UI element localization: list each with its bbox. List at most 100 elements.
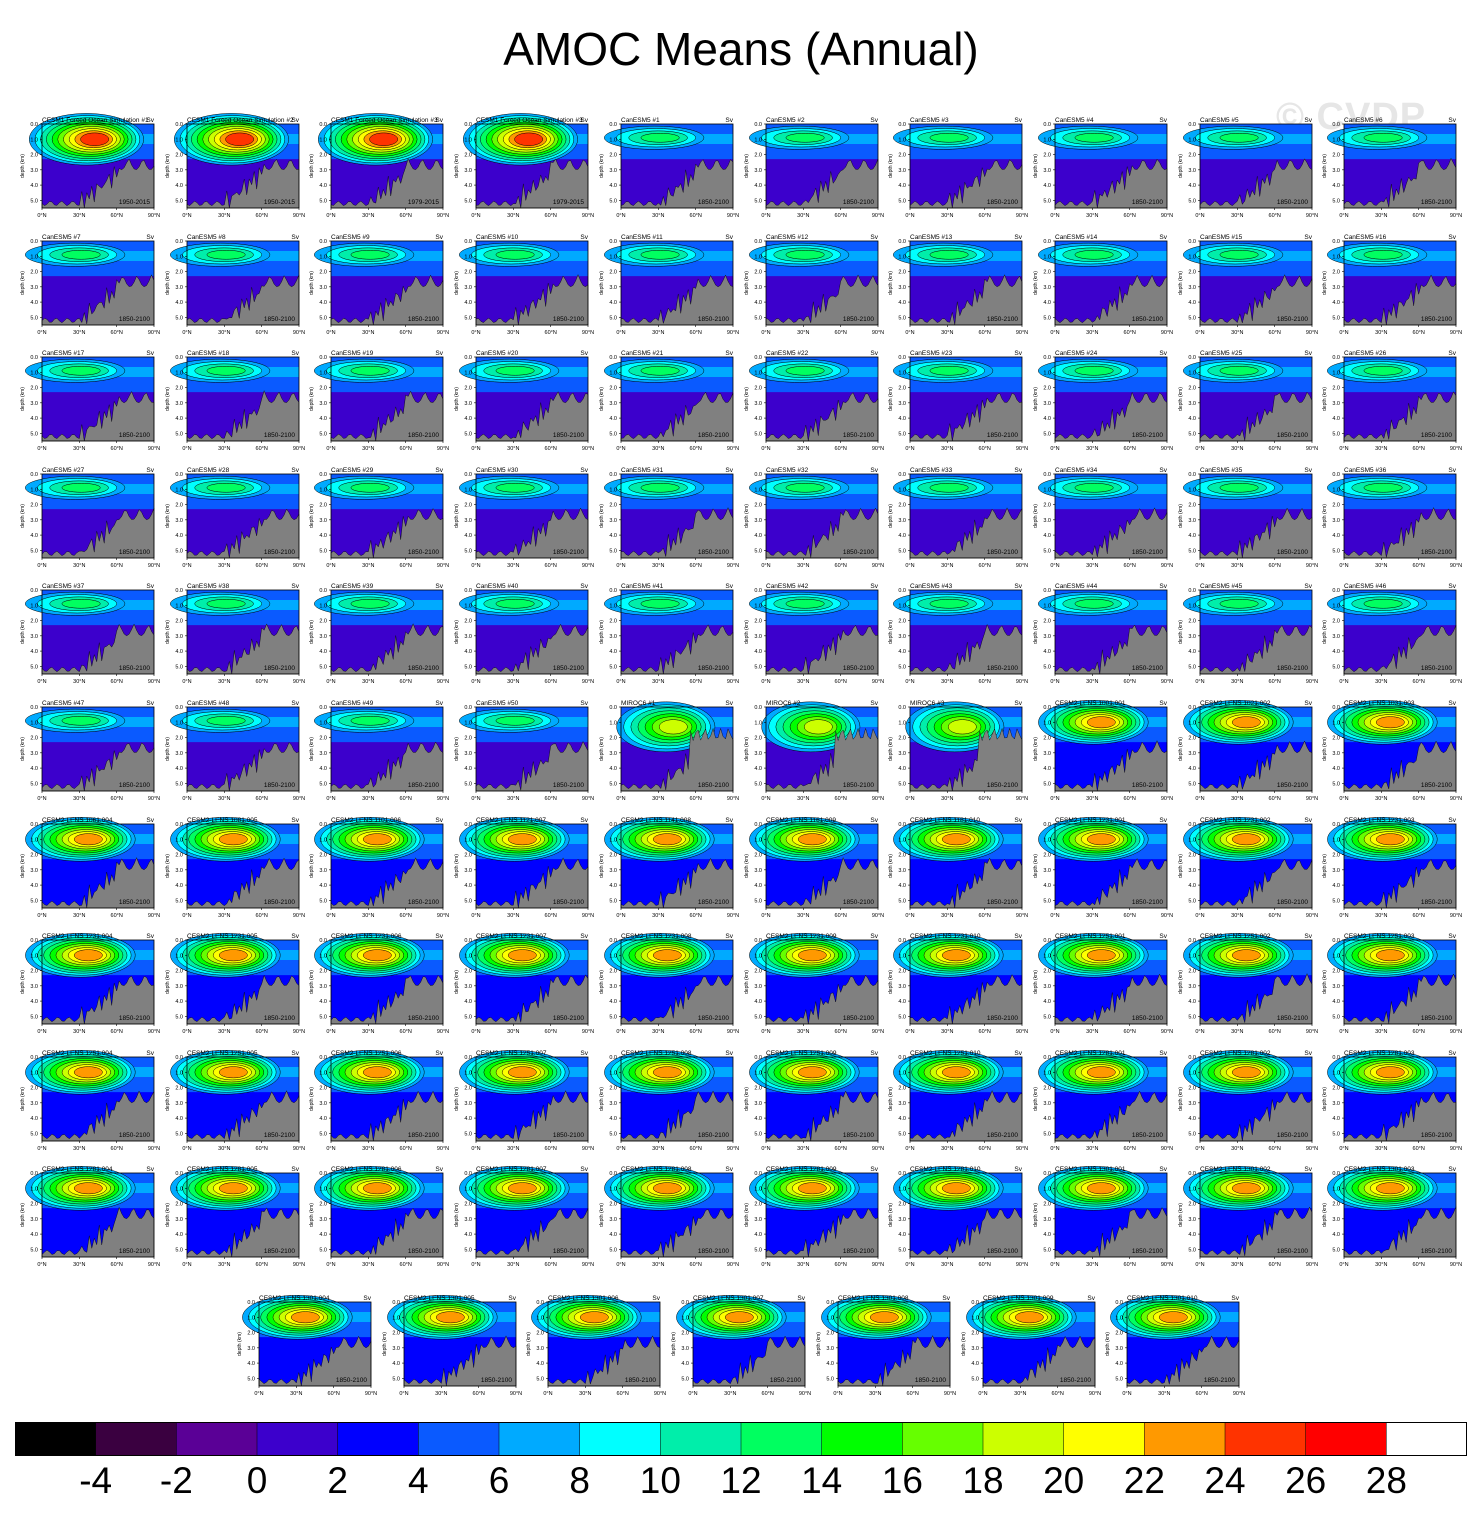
y-axis-label: depth (km) [961,1332,967,1356]
y-axis-label: depth (km) [20,387,26,411]
y-tick-label: 3.0 [1333,1101,1341,1107]
panel-units: Sv [798,1295,806,1302]
y-tick-label: 5.0 [1043,315,1051,321]
panel-period: 1850-2100 [698,549,729,556]
amoc-panel: 0.0 1.0 2.0 3.0 4.0 5.0 0°N 30°N 60°N 90°N depth (… [289,1045,449,1161]
panel-period: 1850-2100 [842,1015,873,1022]
y-axis-label: depth (km) [309,504,315,528]
y-tick-label: 4.0 [1333,649,1341,655]
x-tick-label: 0°N [471,1029,480,1035]
y-tick-label: 4.0 [464,300,472,306]
panel-title: CESM2-LENS 1281.001 [1055,1050,1126,1057]
y-tick-label: 3.0 [320,168,328,174]
y-tick-label: 3.0 [754,751,762,757]
y-tick-label: 5.0 [464,781,472,787]
y-tick-label: 1.0 [175,1070,183,1076]
y-tick-label: 5.0 [392,1376,400,1382]
seafloor-mask [186,390,299,442]
panel-title: CESM2-LENS 1301.007 [693,1295,764,1302]
panel-period: 1850-2100 [1204,1377,1235,1384]
x-tick-label: 90°N [871,679,883,685]
y-tick-label: 0.0 [899,472,907,478]
y-tick-label: 0.0 [1333,355,1341,361]
x-tick-label: 0°N [616,330,625,336]
x-tick-label: 90°N [1305,330,1317,336]
y-tick-label: 1.0 [1188,1187,1196,1193]
y-axis-label: depth (km) [888,1203,894,1227]
x-tick-label: 90°N [871,563,883,569]
y-axis-label: depth (km) [1322,620,1328,644]
y-tick-label: 0.0 [1188,122,1196,128]
y-tick-label: 0.0 [464,1055,472,1061]
panel-period: 1850-2100 [987,782,1018,789]
y-tick-label: 5.0 [30,665,38,671]
seafloor-mask [548,1335,661,1387]
y-tick-label: 3.0 [754,518,762,524]
y-tick-label: 4.0 [1043,416,1051,422]
panel-title: CESM2-LENS 1061.004 [42,817,113,824]
amoc-panel: 0.0 1.0 2.0 3.0 4.0 5.0 0°N 30°N 60°N 90°N depth (… [724,1045,884,1161]
x-tick-label: 0°N [254,1391,263,1397]
panel-title: CanESM5 #43 [910,583,953,590]
plot-frame [330,706,444,792]
panel-title: CESM2-LENS 1251.001 [1055,933,1126,940]
panel-title: CESM2-LENS 1281.004 [42,1166,113,1173]
x-tick-label: 0°N [37,1262,46,1268]
panel-period: 1850-2100 [1421,899,1452,906]
x-tick-label: 90°N [293,213,305,219]
amoc-panel: 0.0 1.0 2.0 3.0 4.0 5.0 0°N 30°N 60°N 90°N depth (… [579,229,739,345]
x-tick-label: 30°N [652,913,664,919]
x-tick-label: 90°N [1305,1262,1317,1268]
y-axis-label: depth (km) [1178,154,1184,178]
colorbar-tick-label: 22 [1123,1460,1165,1501]
x-tick-label: 60°N [111,679,123,685]
amoc-panel: 0.0 1.0 2.0 3.0 4.0 5.0 0°N 30°N 60°N 90°N depth (… [1013,812,1173,928]
subpolar-band [689,600,733,611]
panel-units: Sv [363,1295,371,1302]
subpolar-band [255,250,299,261]
x-tick-label: 0°N [182,679,191,685]
plot-frame [41,1056,155,1142]
panel-period: 1850-2100 [1277,199,1308,206]
y-tick-label: 5.0 [175,315,183,321]
subpolar-band [833,483,878,494]
contour-level [495,716,535,726]
panel-period: 1850-2100 [842,549,873,556]
y-tick-label: 4.0 [464,999,472,1005]
y-tick-label: 4.0 [320,416,328,422]
panel-title: CanESM5 #50 [476,700,519,707]
y-tick-label: 3.0 [1043,1101,1051,1107]
y-tick-label: 3.0 [899,867,907,873]
plot-frame [765,356,878,442]
x-tick-label: 0°N [1050,1146,1059,1152]
y-tick-label: 0.0 [754,938,762,944]
contour-level [206,249,246,260]
amoc-panel: 0.0 1.0 2.0 3.0 4.0 5.0 0°N 30°N 60°N 90°N depth (… [289,112,449,228]
x-tick-label: 90°N [1305,446,1317,452]
x-tick-label: 0°N [37,563,46,569]
x-tick-label: 30°N [73,330,85,336]
y-tick-label: 0.0 [1188,239,1196,245]
plot-frame [186,240,300,325]
y-axis-label: depth (km) [744,1087,750,1111]
x-tick-label: 30°N [1375,446,1387,452]
x-tick-label: 60°N [1268,913,1280,919]
plot-frame [1054,1172,1168,1258]
panel-units: Sv [436,467,444,474]
x-tick-label: 90°N [148,679,160,685]
y-tick-label: 2.0 [30,619,38,625]
subpolar-band [1268,483,1312,494]
y-tick-label: 2.0 [1043,386,1051,392]
y-axis-label: depth (km) [1178,970,1184,994]
x-tick-label: 60°N [1123,679,1135,685]
y-tick-label: 4.0 [1043,766,1051,772]
y-axis-label: depth (km) [1033,1087,1039,1111]
plot-frame [909,240,1023,325]
